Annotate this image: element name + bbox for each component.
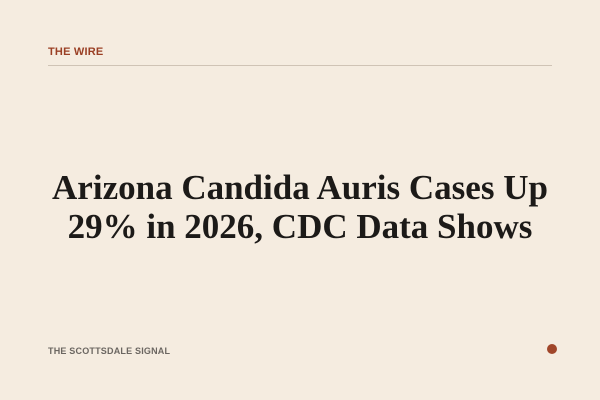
divider [48, 65, 552, 66]
headline: Arizona Candida Auris Cases Up 29% in 20… [52, 168, 548, 246]
section-label: THE WIRE [48, 46, 104, 58]
accent-dot [547, 344, 557, 354]
publication-name: THE SCOTTSDALE SIGNAL [48, 346, 171, 356]
